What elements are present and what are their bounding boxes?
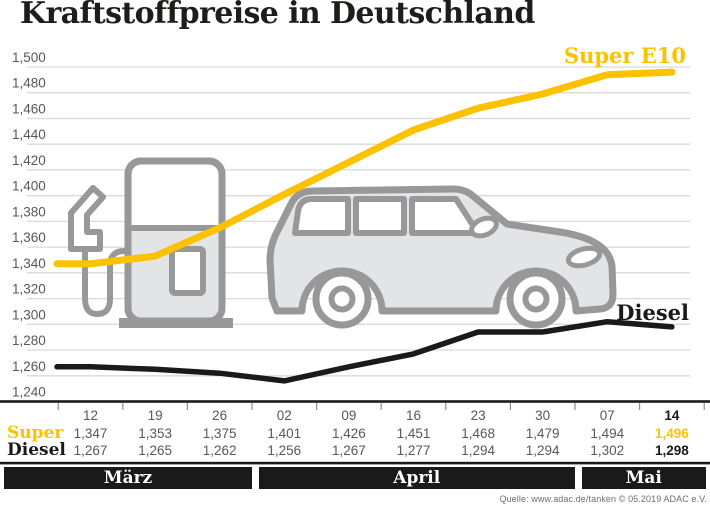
super-value-cell: 1,347 xyxy=(73,426,108,441)
date-cell: 16 xyxy=(405,408,421,423)
y-axis-tick-label: 1,240 xyxy=(12,385,46,400)
super-value-cell: 1,479 xyxy=(525,426,560,441)
y-axis-labels: 1,500 1,480 1,460 1,440 1,420 1,400 1,380 1,360… xyxy=(12,50,46,400)
super-value-cell: 1,401 xyxy=(267,426,302,441)
diesel-value-cell: 1,267 xyxy=(331,443,366,458)
x-axis-ticks xyxy=(57,402,705,410)
y-axis-tick-label: 1,340 xyxy=(12,256,46,271)
date-cell: 14 xyxy=(664,408,680,423)
y-axis-tick-label: 1,440 xyxy=(12,127,46,142)
car-window-middle xyxy=(353,196,407,236)
month-bar-mai: Mai xyxy=(581,467,706,489)
y-axis-tick-label: 1,480 xyxy=(12,76,46,91)
diesel-value-cell: 1,267 xyxy=(73,443,108,458)
super-value-cell: 1,494 xyxy=(590,426,625,441)
diesel-value-cell: 1,302 xyxy=(590,443,625,458)
month-bar-märz: März xyxy=(4,467,252,489)
date-cell: 02 xyxy=(276,408,292,423)
y-axis-tick-label: 1,360 xyxy=(12,230,46,245)
car-icon xyxy=(266,185,617,329)
diesel-value-cell: 1,256 xyxy=(267,443,302,458)
y-axis-tick-label: 1,400 xyxy=(12,179,46,194)
source-note: Quelle: www.adac.de/tanken © 05.2019 ADA… xyxy=(499,494,707,504)
super-value-cell: 1,426 xyxy=(331,426,366,441)
diesel-value-cell: 1,294 xyxy=(461,443,495,458)
page-title: Kraftstoffpreise in Deutschland xyxy=(20,0,535,31)
y-axis-tick-label: 1,260 xyxy=(12,359,46,374)
super-value-cell: 1,353 xyxy=(138,426,172,441)
series-lines xyxy=(53,68,676,384)
y-axis-tick-label: 1,500 xyxy=(12,50,46,65)
pump-nozzle-icon xyxy=(68,185,106,252)
fuel-pump-icon xyxy=(68,157,233,328)
super-value-cell: 1,451 xyxy=(396,426,431,441)
car-headlight xyxy=(565,245,603,269)
table-divider-line xyxy=(0,461,710,465)
row-label-diesel: Diesel xyxy=(7,440,66,460)
super-value-cell: 1,468 xyxy=(461,426,495,441)
y-axis-tick-label: 1,300 xyxy=(12,307,46,322)
date-cell: 07 xyxy=(599,408,615,423)
date-cell: 19 xyxy=(147,408,163,423)
date-cell: 23 xyxy=(470,408,486,423)
series-label-diesel: Diesel xyxy=(616,300,689,325)
date-cell: 26 xyxy=(212,408,228,423)
row-label-super: Super xyxy=(7,423,64,443)
y-axis-tick-label: 1,280 xyxy=(12,333,46,348)
y-axis-tick-label: 1,320 xyxy=(12,282,46,297)
diesel-value-cell: 1,294 xyxy=(525,443,560,458)
x-axis-line xyxy=(0,400,710,403)
month-bar-april: April xyxy=(258,467,575,489)
diesel-value-cell: 1,265 xyxy=(138,443,172,458)
y-axis-tick-label: 1,420 xyxy=(12,153,46,168)
pump-hose-icon xyxy=(82,248,131,317)
date-cell: 30 xyxy=(535,408,551,423)
series-line-diesel xyxy=(54,318,675,384)
date-cell: 12 xyxy=(82,408,98,423)
y-axis-tick-label: 1,380 xyxy=(12,204,46,219)
diesel-value-cell: 1,298 xyxy=(654,443,689,458)
pump-base xyxy=(119,318,233,328)
series-line-super-e10 xyxy=(53,68,676,268)
y-axis-tick-label: 1,460 xyxy=(12,102,46,117)
car-window-rear xyxy=(292,196,351,236)
diesel-value-cell: 1,262 xyxy=(202,443,237,458)
series-label-super-e10: Super E10 xyxy=(564,43,686,68)
super-value-cell: 1,496 xyxy=(654,426,689,441)
diesel-value-cell: 1,277 xyxy=(396,443,431,458)
date-cell: 09 xyxy=(341,408,357,423)
super-value-cell: 1,375 xyxy=(202,426,237,441)
car-mirror xyxy=(469,215,499,239)
pump-window xyxy=(169,246,206,296)
